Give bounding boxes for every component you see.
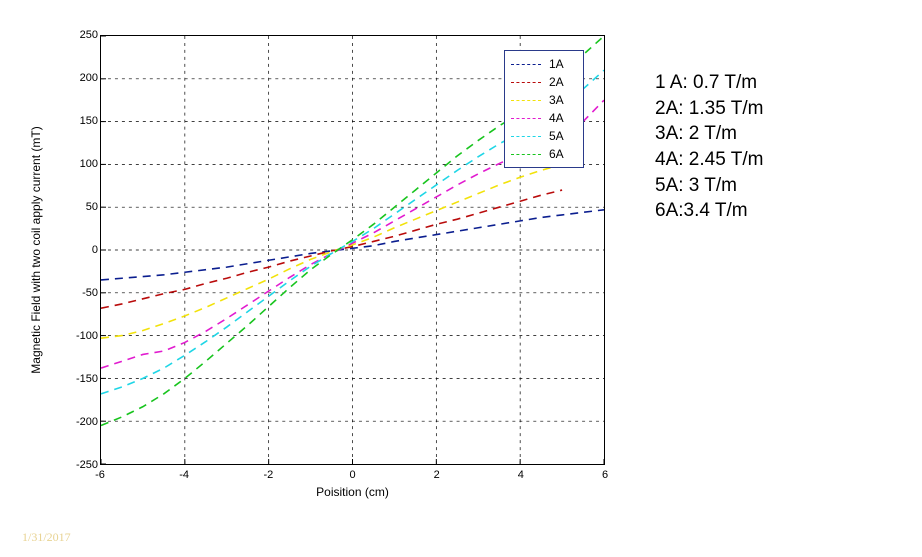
x-tick-label: 2 <box>434 469 440 481</box>
legend-swatch <box>511 118 541 119</box>
annotation-line: 2A: 1.35 T/m <box>655 96 763 122</box>
legend-swatch <box>511 154 541 155</box>
chart-container: Magnetic Field with two coil apply curre… <box>20 15 630 515</box>
legend-row: 6A <box>511 145 577 163</box>
annotation-line: 3A: 2 T/m <box>655 121 763 147</box>
legend-label: 5A <box>549 129 564 143</box>
legend-label: 4A <box>549 111 564 125</box>
y-tick-label: 150 <box>58 115 98 127</box>
legend-label: 6A <box>549 147 564 161</box>
legend-label: 2A <box>549 75 564 89</box>
legend-swatch <box>511 64 541 65</box>
y-tick-label: 50 <box>58 201 98 213</box>
annotation-line: 6A:3.4 T/m <box>655 198 763 224</box>
y-tick-label: 200 <box>58 72 98 84</box>
plot-area: 1A 2A 3A 4A 5A 6A <box>100 35 605 465</box>
y-tick-label: -50 <box>58 287 98 299</box>
legend-label: 3A <box>549 93 564 107</box>
legend-swatch <box>511 100 541 101</box>
x-tick-label: -6 <box>95 469 105 481</box>
legend-row: 5A <box>511 127 577 145</box>
legend-swatch <box>511 136 541 137</box>
legend-row: 2A <box>511 73 577 91</box>
y-tick-label: -100 <box>58 330 98 342</box>
x-tick-label: -2 <box>263 469 273 481</box>
legend-row: 4A <box>511 109 577 127</box>
y-tick-label: 250 <box>58 29 98 41</box>
annotation-line: 1 A: 0.7 T/m <box>655 70 763 96</box>
x-tick-label: 4 <box>518 469 524 481</box>
y-tick-label: -250 <box>58 459 98 471</box>
side-annotations: 1 A: 0.7 T/m2A: 1.35 T/m3A: 2 T/m4A: 2.4… <box>655 70 763 224</box>
y-tick-label: -150 <box>58 373 98 385</box>
y-tick-label: 100 <box>58 158 98 170</box>
legend-row: 3A <box>511 91 577 109</box>
legend-label: 1A <box>549 57 564 71</box>
legend-swatch <box>511 82 541 83</box>
y-tick-label: -200 <box>58 416 98 428</box>
annotation-line: 5A: 3 T/m <box>655 173 763 199</box>
y-axis-label: Magnetic Field with two coil apply curre… <box>29 126 43 373</box>
legend-box: 1A 2A 3A 4A 5A 6A <box>504 50 584 168</box>
x-tick-label: -4 <box>179 469 189 481</box>
x-tick-label: 6 <box>602 469 608 481</box>
x-axis-label: Poisition (cm) <box>100 485 605 499</box>
x-tick-label: 0 <box>349 469 355 481</box>
date-stamp: 1/31/2017 <box>22 530 71 545</box>
y-tick-label: 0 <box>58 244 98 256</box>
annotation-line: 4A: 2.45 T/m <box>655 147 763 173</box>
legend-row: 1A <box>511 55 577 73</box>
